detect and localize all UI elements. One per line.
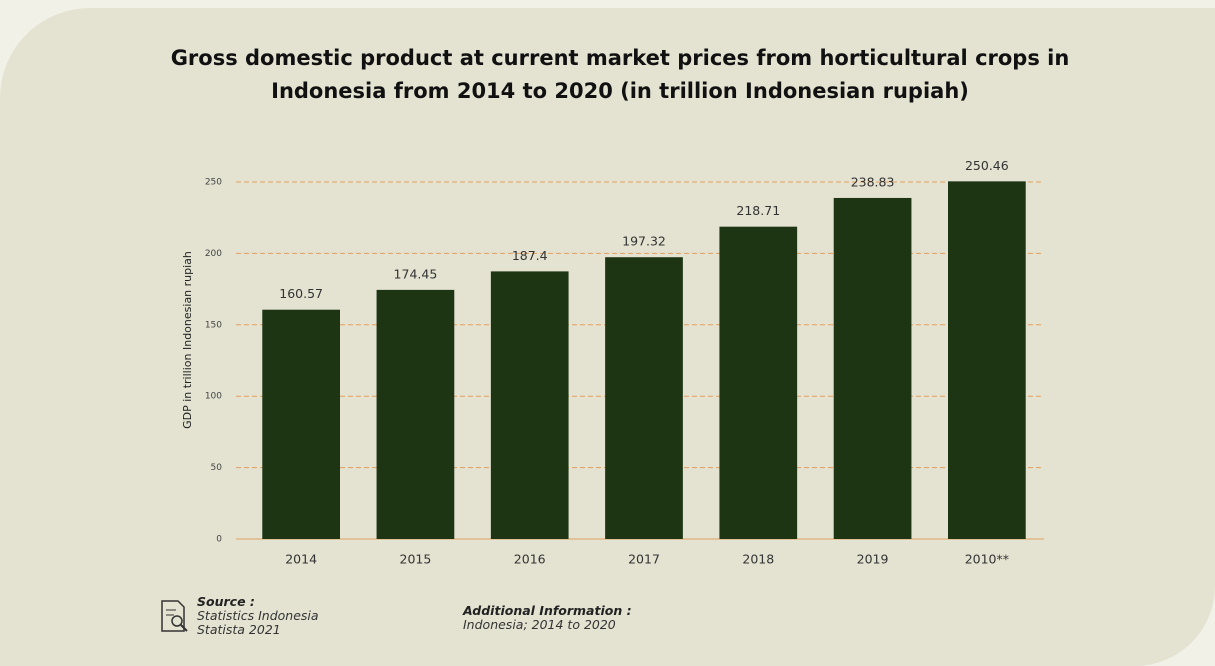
y-tick-label: 150	[205, 320, 222, 330]
data-label: 218.71	[736, 203, 780, 218]
data-label: 174.45	[394, 266, 438, 281]
source: Source : Statistics Indonesia Statista 2…	[197, 595, 319, 637]
additional-info-text: Indonesia; 2014 to 2020	[463, 617, 616, 632]
data-label: 160.57	[279, 286, 323, 301]
source-line: Statista 2021	[197, 622, 281, 637]
y-tick-label: 200	[205, 249, 222, 259]
bar	[719, 226, 798, 539]
source-label: Source :	[197, 594, 255, 609]
additional-info: Additional Information : Indonesia; 2014…	[463, 604, 632, 632]
bar	[262, 309, 340, 539]
y-tick-label: 250	[205, 178, 222, 188]
bar	[490, 271, 569, 539]
x-tick-label: 2018	[742, 552, 774, 567]
y-tick-label: 0	[216, 535, 222, 545]
chart-title: Gross domestic product at current market…	[170, 46, 1070, 103]
x-tick-label: 2016	[514, 552, 546, 567]
bar	[376, 289, 455, 539]
x-tick-label: 2014	[285, 552, 317, 567]
additional-info-label: Additional Information :	[463, 603, 632, 618]
bar	[948, 181, 1026, 539]
data-label: 250.46	[965, 158, 1009, 173]
source-line: Statistics Indonesia	[197, 608, 319, 623]
bar	[605, 257, 683, 539]
source-icon	[161, 600, 188, 632]
bar	[833, 197, 912, 540]
x-tick-label: 2019	[857, 552, 889, 567]
data-label: 187.4	[512, 248, 548, 263]
data-label: 197.32	[622, 234, 666, 249]
x-tick-label: 2017	[628, 552, 660, 567]
x-tick-label: 2010**	[965, 552, 1009, 567]
y-tick-label: 100	[205, 392, 222, 402]
x-tick-label: 2015	[400, 552, 432, 567]
data-label: 238.83	[851, 174, 895, 189]
y-axis-label: GDP in trillion Indonesian rupiah	[181, 251, 194, 429]
y-tick-label: 50	[211, 463, 223, 473]
